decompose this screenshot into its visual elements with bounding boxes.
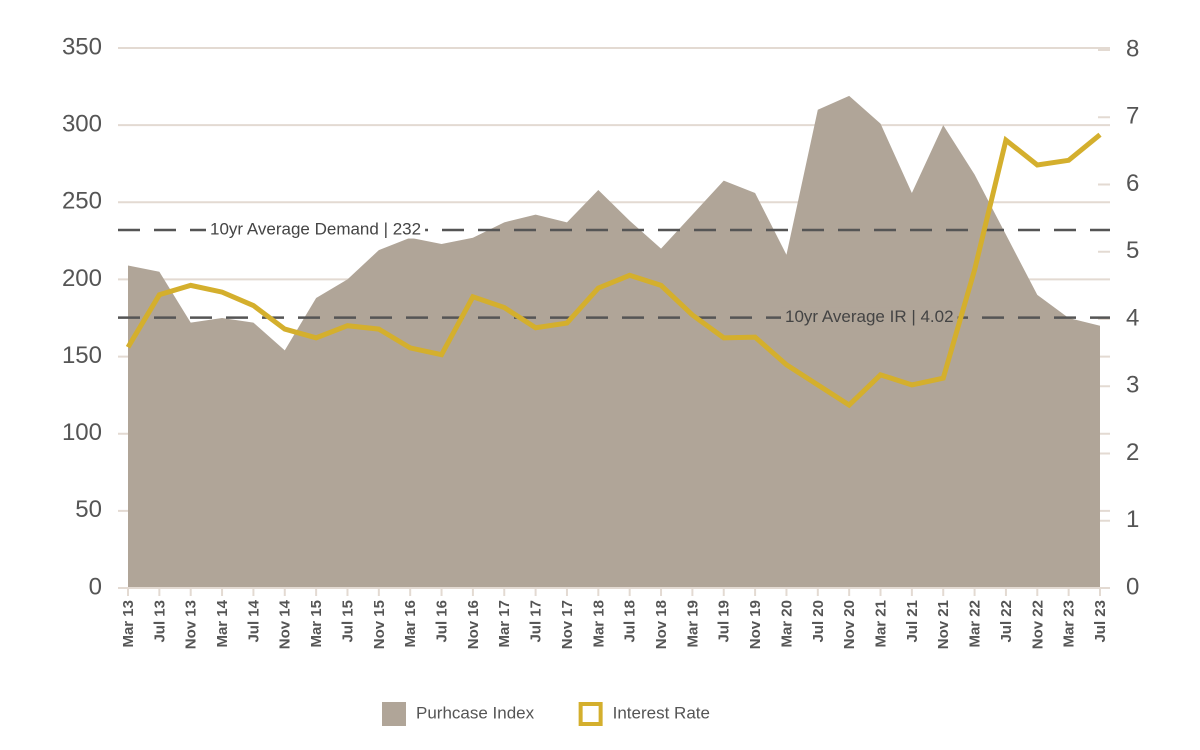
y2-tick-label: 1 (1126, 506, 1139, 533)
y-tick-label: 50 (75, 496, 102, 523)
x-tick-label: Nov 16 (465, 600, 482, 649)
x-tick-label: Jul 14 (245, 599, 262, 642)
x-tick-label: Mar 15 (308, 600, 325, 648)
x-tick-label: Mar 14 (214, 599, 231, 647)
x-tick-label: Mar 13 (120, 600, 137, 648)
x-tick-label: Jul 20 (810, 600, 827, 643)
y2-tick-label: 6 (1126, 170, 1139, 197)
x-tick-label: Jul 19 (716, 600, 733, 643)
x-tick-label: Jul 21 (904, 600, 921, 643)
x-tick-label: Nov 22 (1029, 600, 1046, 649)
legend-label: Purhcase Index (416, 703, 535, 722)
y-tick-label: 350 (62, 33, 102, 60)
x-tick-label: Mar 23 (1061, 600, 1078, 648)
x-tick-label: Mar 18 (590, 600, 607, 648)
y2-tick-label: 5 (1126, 237, 1139, 264)
area (128, 95, 1100, 588)
x-tick-label: Jul 23 (1092, 600, 1109, 643)
x-tick-label: Mar 19 (684, 600, 701, 648)
y-tick-label: 0 (89, 573, 102, 600)
y2-tick-label: 8 (1126, 35, 1139, 62)
x-tick-label: Nov 18 (653, 600, 670, 649)
reference-label: 10yr Average Demand | 232 (210, 220, 421, 239)
x-tick-label: Nov 21 (935, 600, 952, 649)
y2-tick-label: 3 (1126, 372, 1139, 399)
x-tick-label: Nov 14 (277, 599, 294, 649)
x-tick-label: Jul 18 (622, 600, 639, 643)
y-tick-label: 300 (62, 110, 102, 137)
x-tick-label: Nov 13 (183, 600, 200, 649)
x-tick-label: Mar 21 (872, 600, 889, 648)
y-tick-label: 100 (62, 419, 102, 446)
x-tick-label: Nov 17 (559, 600, 576, 649)
x-tick-label: Mar 17 (496, 600, 513, 648)
line (125, 132, 1102, 409)
x-tick-label: Mar 20 (778, 600, 795, 648)
reference-label-bg (206, 219, 426, 239)
y-tick-label: 150 (62, 342, 102, 369)
x-tick-label: Mar 16 (402, 600, 419, 648)
x-tick-label: Nov 20 (841, 600, 858, 649)
legend-swatch (382, 702, 406, 726)
y2-tick-label: 0 (1126, 573, 1139, 600)
y-tick-label: 250 (62, 188, 102, 215)
x-tick-label: Mar 22 (967, 600, 984, 648)
y2-tick-label: 2 (1126, 439, 1139, 466)
x-tick-label: Jul 13 (151, 600, 168, 643)
y2-tick-label: 4 (1126, 304, 1139, 331)
x-tick-label: Jul 16 (434, 600, 451, 643)
legend-label: Interest Rate (613, 703, 710, 722)
x-tick-label: Nov 19 (747, 600, 764, 649)
x-tick-label: Jul 15 (339, 600, 356, 643)
y-tick-label: 200 (62, 265, 102, 292)
y2-tick-label: 7 (1126, 103, 1139, 130)
legend-swatch (578, 702, 603, 726)
reference-label: 10yr Average IR | 4.02 (785, 307, 954, 326)
x-tick-label: Jul 22 (998, 600, 1015, 643)
x-tick-label: Nov 15 (371, 600, 388, 649)
reference-label-bg (781, 307, 958, 327)
x-tick-label: Jul 17 (528, 600, 545, 643)
